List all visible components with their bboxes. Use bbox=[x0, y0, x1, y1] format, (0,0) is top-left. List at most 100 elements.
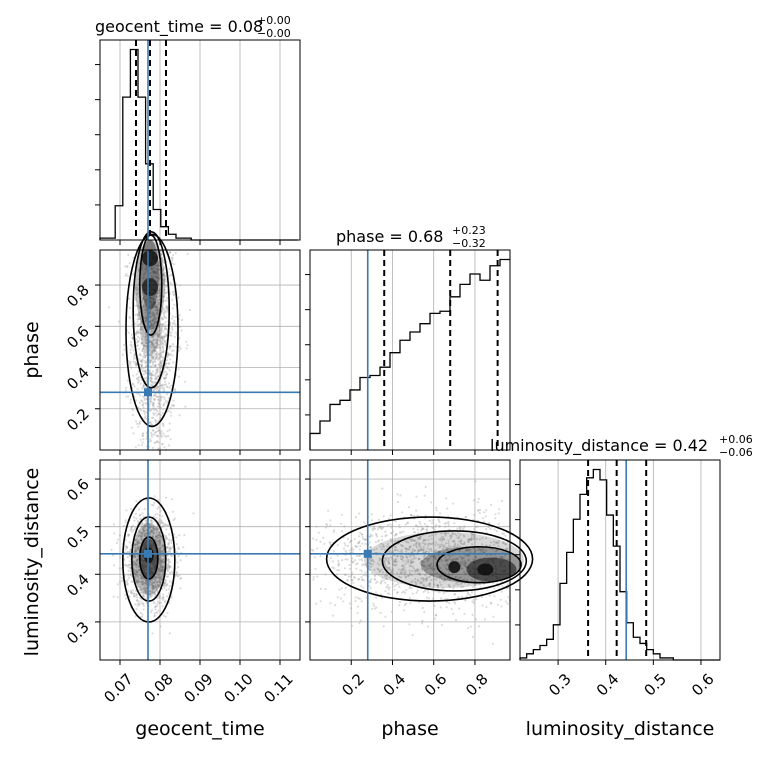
scatter-point bbox=[171, 343, 174, 346]
scatter-point bbox=[337, 560, 340, 563]
scatter-point bbox=[159, 547, 162, 550]
scatter-point bbox=[162, 569, 165, 573]
scatter-point bbox=[185, 340, 188, 343]
scatter-point bbox=[358, 535, 361, 538]
scatter-point bbox=[148, 593, 151, 597]
scatter-point bbox=[166, 524, 169, 528]
scatter-point bbox=[398, 600, 401, 604]
scatter-point bbox=[160, 562, 163, 565]
scatter-point bbox=[151, 591, 154, 594]
scatter-point bbox=[144, 306, 147, 309]
scatter-point bbox=[138, 347, 141, 350]
scatter-point bbox=[152, 348, 155, 351]
scatter-point bbox=[126, 546, 129, 549]
scatter-point bbox=[170, 282, 173, 285]
scatter-point bbox=[137, 269, 140, 272]
scatter-point bbox=[354, 516, 357, 519]
scatter-point bbox=[178, 325, 181, 329]
scatter-point bbox=[167, 561, 171, 564]
scatter-point bbox=[138, 514, 141, 517]
scatter-point bbox=[153, 532, 156, 535]
scatter-point bbox=[394, 583, 398, 587]
scatter-point bbox=[488, 594, 491, 597]
scatter-point bbox=[151, 587, 154, 590]
scatter-point bbox=[170, 331, 173, 334]
scatter-point bbox=[150, 435, 153, 438]
scatter-point bbox=[141, 535, 144, 538]
scatter-point bbox=[160, 601, 163, 604]
scatter-point bbox=[174, 323, 177, 326]
scatter-point bbox=[158, 514, 161, 517]
scatter-point bbox=[162, 376, 166, 380]
scatter-point bbox=[144, 589, 147, 592]
scatter-point bbox=[172, 404, 176, 407]
scatter-point bbox=[122, 524, 126, 528]
scatter-point bbox=[153, 612, 156, 615]
scatter-point bbox=[135, 593, 138, 596]
scatter-point bbox=[157, 398, 161, 401]
scatter-point bbox=[161, 423, 165, 426]
scatter-point bbox=[172, 399, 175, 402]
scatter-point bbox=[163, 601, 167, 604]
scatter-point bbox=[161, 566, 164, 569]
scatter-point bbox=[134, 527, 137, 530]
scatter-point bbox=[128, 362, 132, 365]
scatter-point bbox=[153, 349, 156, 352]
scatter-point bbox=[151, 535, 154, 539]
scatter-point bbox=[152, 581, 156, 584]
scatter-point bbox=[159, 329, 162, 332]
scatter-point bbox=[144, 544, 147, 548]
scatter-point bbox=[140, 525, 143, 528]
scatter-point bbox=[415, 495, 418, 498]
scatter-point bbox=[160, 355, 163, 358]
scatter-point bbox=[178, 314, 181, 317]
scatter-point bbox=[167, 546, 170, 549]
scatter-point bbox=[137, 534, 140, 537]
scatter-point bbox=[134, 549, 137, 552]
scatter-point bbox=[142, 384, 145, 387]
scatter-point bbox=[157, 539, 160, 542]
scatter-point bbox=[137, 600, 140, 603]
scatter-point bbox=[137, 339, 140, 343]
scatter-point bbox=[149, 358, 152, 361]
scatter-point bbox=[168, 567, 171, 570]
scatter-point bbox=[151, 361, 154, 364]
scatter-point bbox=[152, 344, 155, 347]
scatter-point bbox=[154, 565, 157, 568]
scatter-point bbox=[167, 409, 171, 412]
scatter-point bbox=[158, 345, 161, 348]
scatter-point bbox=[111, 554, 115, 557]
scatter-point bbox=[150, 431, 153, 434]
scatter-point bbox=[156, 429, 159, 432]
scatter-point bbox=[159, 322, 162, 325]
scatter-point bbox=[159, 560, 162, 563]
scatter-point bbox=[131, 530, 134, 534]
scatter-point bbox=[123, 343, 126, 347]
scatter-point bbox=[152, 433, 156, 436]
scatter-point bbox=[159, 568, 163, 571]
scatter-point bbox=[129, 361, 132, 364]
scatter-point bbox=[144, 354, 147, 357]
scatter-point bbox=[162, 558, 165, 561]
scatter-point bbox=[157, 303, 160, 306]
scatter-point bbox=[159, 323, 162, 326]
scatter-point bbox=[144, 578, 147, 582]
scatter-point bbox=[158, 339, 161, 342]
scatter-point bbox=[141, 387, 144, 390]
scatter-point bbox=[159, 541, 162, 544]
scatter-point bbox=[151, 535, 154, 538]
scatter-point bbox=[164, 535, 167, 538]
scatter-point bbox=[143, 398, 146, 401]
scatter-point bbox=[155, 387, 158, 390]
scatter-point bbox=[137, 324, 140, 327]
scatter-point bbox=[145, 587, 148, 590]
scatter-point bbox=[135, 304, 138, 307]
scatter-point bbox=[152, 529, 155, 532]
scatter-point bbox=[138, 422, 141, 425]
scatter-point bbox=[152, 563, 156, 566]
scatter-point bbox=[134, 568, 137, 572]
scatter-point bbox=[355, 554, 358, 558]
scatter-point bbox=[472, 598, 475, 601]
scatter-point bbox=[143, 396, 146, 400]
